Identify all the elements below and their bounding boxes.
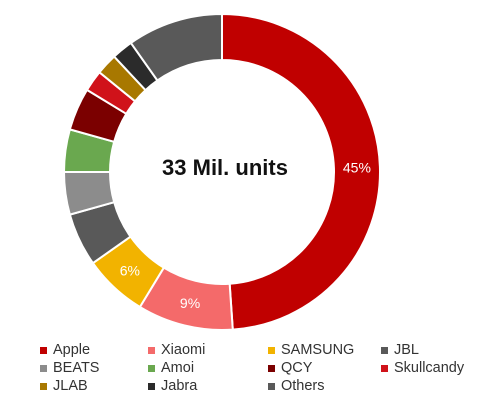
legend: Apple Xiaomi SAMSUNG JBL BEATS Amoi QCY Skullca… [40, 342, 490, 395]
legend-label: Skullcandy [394, 360, 465, 376]
legend-label: Jabra [161, 378, 198, 394]
legend-item-beats: BEATS [40, 360, 148, 377]
legend-swatch [268, 365, 275, 372]
legend-item-jbl: JBL [381, 342, 491, 359]
legend-label: Amoi [161, 360, 195, 376]
data-label-apple: 45% [343, 159, 371, 175]
data-labels-group: 45% 9% 6% [120, 159, 371, 311]
legend-swatch [40, 347, 47, 354]
slices-group [62, 12, 382, 331]
legend-item-samsung: SAMSUNG [268, 342, 381, 359]
legend-label: BEATS [53, 360, 100, 376]
legend-item-apple: Apple [40, 342, 148, 359]
legend-item-jlab: JLAB [40, 378, 148, 395]
legend-label: QCY [281, 360, 313, 376]
legend-item-xiaomi: Xiaomi [148, 342, 268, 359]
data-label-samsung: 6% [120, 263, 140, 279]
legend-label: SAMSUNG [281, 342, 355, 358]
legend-swatch [268, 383, 275, 390]
slice-apple [221, 12, 382, 331]
legend-swatch [268, 347, 275, 354]
data-label-xiaomi: 9% [180, 295, 200, 311]
legend-swatch [148, 365, 155, 372]
legend-swatch [381, 347, 388, 354]
center-label: 33 Mil. units [162, 155, 288, 180]
legend-label: JBL [394, 342, 419, 358]
legend-swatch [40, 383, 47, 390]
legend-item-qcy: QCY [268, 360, 381, 377]
legend-swatch [381, 365, 388, 372]
legend-label: Xiaomi [161, 342, 206, 358]
legend-label: Apple [53, 342, 91, 358]
legend-item-amoi: Amoi [148, 360, 268, 377]
legend-swatch [40, 365, 47, 372]
legend-item-skullcandy: Skullcandy [381, 360, 491, 377]
legend-label: Others [281, 378, 325, 394]
legend-label: JLAB [53, 378, 88, 394]
legend-item-others: Others [268, 378, 381, 395]
legend-swatch [148, 347, 155, 354]
legend-swatch [148, 383, 155, 390]
slice-others [129, 12, 223, 82]
legend-item-jabra: Jabra [148, 378, 268, 395]
